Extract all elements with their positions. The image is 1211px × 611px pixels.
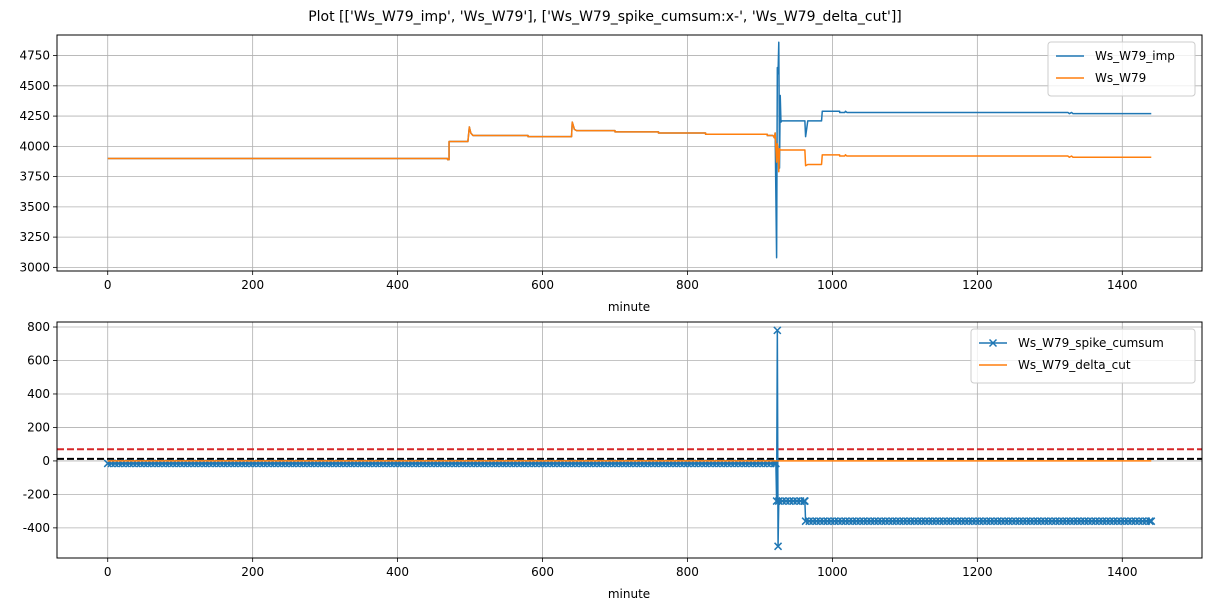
y-tick-label: 4000 bbox=[19, 139, 50, 153]
data-point-marker bbox=[1145, 517, 1154, 526]
data-point-marker bbox=[774, 542, 783, 551]
y-tick-label: 800 bbox=[27, 320, 50, 334]
y-tick-label: -200 bbox=[23, 487, 50, 501]
x-tick-label: 200 bbox=[241, 565, 264, 579]
bottom-x-axis-label: minute bbox=[608, 587, 650, 601]
y-tick-label: 200 bbox=[27, 420, 50, 434]
series-line-1 bbox=[107, 121, 1152, 173]
x-tick-label: 200 bbox=[241, 278, 264, 292]
bottom-axes-frame bbox=[56, 321, 1203, 559]
legend-box bbox=[1047, 41, 1196, 97]
x-tick-label: 600 bbox=[531, 565, 554, 579]
top-ticks: 0 200 400 600 800 1000 1200 1400 3000 3250 3500 375… bbox=[19, 49, 1137, 292]
y-tick-label: 400 bbox=[27, 387, 50, 401]
top-grid bbox=[57, 35, 1202, 271]
x-tick-label: 1000 bbox=[817, 565, 848, 579]
bottom-subplot: 0 200 400 600 800 1000 1200 1400 -400 -200 0 200 400… bbox=[23, 320, 1203, 601]
legend-box bbox=[970, 328, 1196, 384]
y-tick-label: 3250 bbox=[19, 230, 50, 244]
x-tick-label: 1400 bbox=[1107, 278, 1138, 292]
x-tick-label: 1200 bbox=[962, 565, 993, 579]
data-point-marker bbox=[773, 326, 782, 335]
bottom-legend: Ws_W79_spike_cumsum Ws_W79_delta_cut bbox=[970, 328, 1196, 384]
x-tick-label: 0 bbox=[104, 278, 112, 292]
x-tick-label: 400 bbox=[386, 278, 409, 292]
legend-label: Ws_W79_spike_cumsum bbox=[1018, 336, 1164, 350]
x-tick-label: 0 bbox=[104, 565, 112, 579]
bottom-ticks: 0 200 400 600 800 1000 1200 1400 -400 -200 0 200 400… bbox=[23, 320, 1138, 579]
data-point-marker bbox=[772, 497, 781, 506]
y-tick-label: 4250 bbox=[19, 109, 50, 123]
x-tick-label: 800 bbox=[676, 565, 699, 579]
y-tick-label: 600 bbox=[27, 353, 50, 367]
x-tick-label: 1200 bbox=[962, 278, 993, 292]
legend-label: Ws_W79_delta_cut bbox=[1018, 358, 1131, 372]
y-tick-label: 4500 bbox=[19, 79, 50, 93]
top-subplot: 0 200 400 600 800 1000 1200 1400 3000 3250 3500 375… bbox=[19, 34, 1203, 314]
x-tick-label: 400 bbox=[386, 565, 409, 579]
data-point-marker bbox=[1147, 517, 1156, 526]
top-axes-frame bbox=[56, 34, 1203, 272]
y-tick-label: 3000 bbox=[19, 260, 50, 274]
top-plot-area bbox=[107, 41, 1152, 259]
x-tick-label: 1400 bbox=[1107, 565, 1138, 579]
y-tick-label: -400 bbox=[23, 521, 50, 535]
x-tick-label: 1000 bbox=[817, 278, 848, 292]
y-tick-label: 4750 bbox=[19, 49, 50, 63]
bottom-plot-area bbox=[57, 326, 1202, 551]
legend-label: Ws_W79_imp bbox=[1095, 49, 1175, 63]
y-tick-label: 3750 bbox=[19, 170, 50, 184]
data-point-marker bbox=[800, 497, 809, 506]
legend-label: Ws_W79 bbox=[1095, 71, 1146, 85]
y-tick-label: 0 bbox=[42, 454, 50, 468]
top-legend: Ws_W79_imp Ws_W79 bbox=[1047, 41, 1196, 97]
chart-title: Plot [['Ws_W79_imp', 'Ws_W79'], ['Ws_W79… bbox=[308, 9, 902, 25]
x-tick-label: 800 bbox=[676, 278, 699, 292]
y-tick-label: 3500 bbox=[19, 200, 50, 214]
legend-swatch-marker bbox=[988, 338, 998, 348]
top-x-axis-label: minute bbox=[608, 300, 650, 314]
x-tick-label: 600 bbox=[531, 278, 554, 292]
